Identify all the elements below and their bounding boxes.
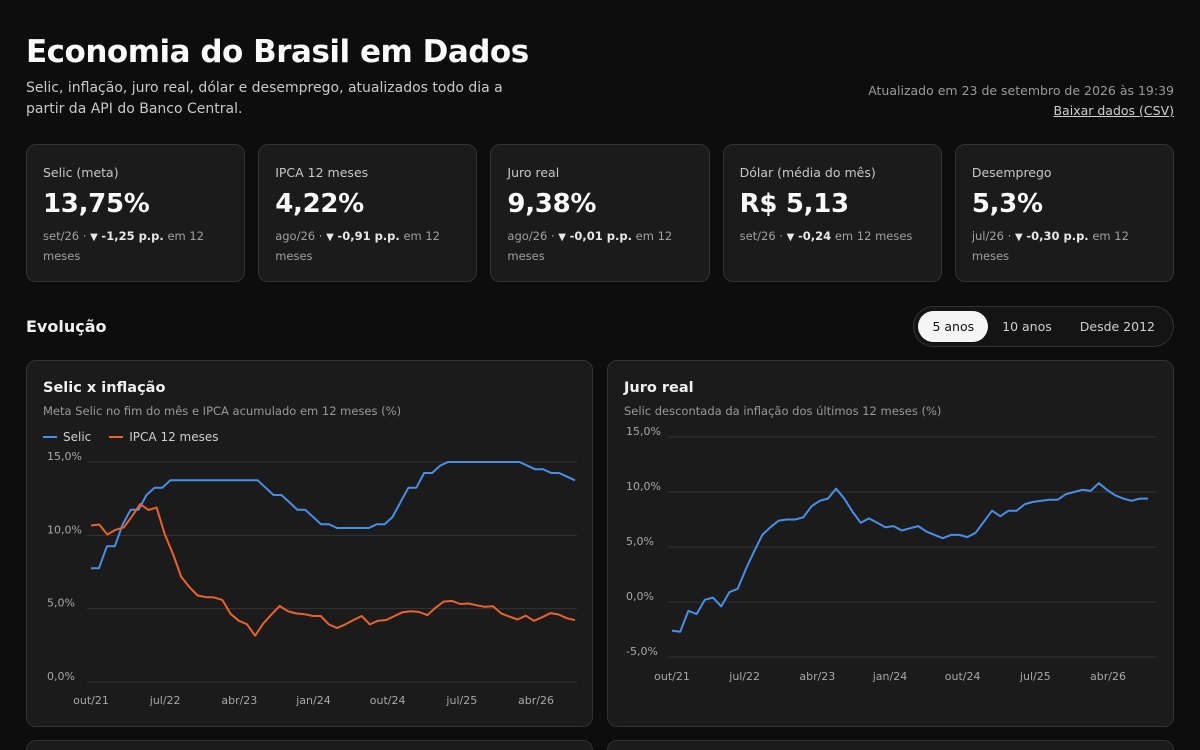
kpi-delta-value: -0,91 p.p. [337,229,400,243]
x-tick-label: abr/26 [1090,670,1126,683]
chart-panel-juro-real: 15,0% 10,0% 5,0% 0,0% -5,0% out/21 jul/22 abr/2… [607,360,1174,727]
kpi-value: 4,22% [275,189,364,219]
kpi-delta: ago/26 · ▼ -0,91 p.p. em 12 meses [275,227,460,266]
kpi-delta-value: -0,01 p.p. [569,229,632,243]
down-arrow-icon: ▼ [1014,232,1023,243]
kpi-card-selic: Selic (meta) 13,75% set/26 · ▼ -1,25 p.p… [26,144,246,282]
down-arrow-icon: ▼ [558,232,566,243]
kpi-delta-suffix: em 12 meses [507,229,673,263]
chart-title: Juro real [624,380,694,396]
legend-swatch [109,436,124,438]
legend-item-ipca[interactable]: IPCA 12 meses [109,430,219,444]
y-tick-label: 15,0% [47,450,82,463]
kpi-label: IPCA 12 meses [275,165,369,180]
kpi-delta: ago/26 · ▼ -0,01 p.p. em 12 meses [507,227,692,266]
juro-real-chart: 15,0% 10,0% 5,0% 0,0% -5,0% out/21 jul/22 abr/2… [626,425,1157,683]
kpi-delta-suffix: em 12 meses [971,229,1129,263]
download-csv-link[interactable]: Baixar dados (CSV) [1053,103,1174,118]
kpi-delta-suffix: em 12 meses [834,229,913,243]
x-tick-label: jul/22 [149,694,181,707]
chart-subtitle: Meta Selic no fim do mês e IPCA acumulad… [43,404,402,418]
kpi-value: 13,75% [43,189,150,219]
legend-swatch [43,436,57,438]
kpi-delta: set/26 · ▼ -0,24 em 12 meses [740,227,925,247]
range-selector: 5 anos 10 anos Desde 2012 [913,306,1174,347]
x-tick-label: abr/26 [518,694,554,707]
kpi-delta-value: -0,24 [798,229,832,243]
y-tick-label: 10,0% [626,480,661,493]
kpi-label: Selic (meta) [43,165,119,180]
series-line [671,482,1148,633]
kpi-card-dolar: Dólar (média do mês) R$ 5,13 set/26 · ▼ … [722,144,942,282]
range-5-anos-button[interactable]: 5 anos [918,311,989,342]
chart-title: Selic x inflação [43,380,166,396]
kpi-delta-value: -1,25 p.p. [101,229,164,243]
legend-label: Selic [63,430,92,444]
y-tick-label: -5,0% [626,645,658,658]
kpi-value: R$ 5,13 [739,189,850,219]
legend-item-selic[interactable]: Selic [43,430,91,444]
kpi-delta-suffix: em 12 meses [275,229,441,263]
kpi-card-desemprego: Desemprego 5,3% jul/26 · ▼ -0,30 p.p. em… [954,144,1175,282]
kpi-label: Desemprego [971,165,1052,180]
y-tick-label: 15,0% [626,425,661,438]
updated-timestamp: Atualizado em 23 de setembro de 2026 às … [868,83,1174,98]
kpi-card-ipca: IPCA 12 meses 4,22% ago/26 · ▼ -0,91 p.p… [258,144,478,282]
x-tick-label: abr/23 [799,670,835,683]
kpi-delta: set/26 · ▼ -1,25 p.p. em 12 meses [43,227,228,266]
kpi-value: 9,38% [507,189,597,219]
kpi-label: Dólar (média do mês) [739,165,876,180]
kpi-period: jul/26 · [971,229,1012,243]
evolution-title: Evolução [26,317,107,336]
page-title: Economia do Brasil em Dados [26,34,529,70]
down-arrow-icon: ▼ [786,232,795,243]
y-tick-label: 10,0% [47,523,82,536]
kpi-cards: Selic (meta) 13,75% set/26 · ▼ -1,25 p.p… [26,144,1175,282]
selic-inflacao-chart: 15,0% 10,0% 5,0% 0,0% out/21 jul/22 abr/23 jan/… [47,450,577,707]
y-tick-label: 0,0% [626,590,654,603]
x-tick-label: jan/24 [872,670,907,683]
down-arrow-icon: ▼ [90,232,98,243]
legend-label: IPCA 12 meses [129,430,219,444]
kpi-delta: jul/26 · ▼ -0,30 p.p. em 12 meses [972,227,1157,266]
x-tick-label: jan/24 [295,694,330,707]
range-10-anos-button[interactable]: 10 anos [1002,319,1052,334]
chart-panel-next-right [607,740,1174,750]
x-tick-label: jul/25 [445,694,477,707]
kpi-delta-value: -0,30 p.p. [1026,229,1089,243]
chart-panel-next-left [26,740,593,750]
y-tick-label: 5,0% [626,535,654,548]
page-subtitle: Selic, inflação, juro real, dólar e dese… [26,80,503,117]
series-line [91,461,576,570]
y-tick-label: 0,0% [47,670,75,683]
range-desde-2012-button[interactable]: Desde 2012 [1079,319,1155,334]
chart-subtitle: Selic descontada da inflação dos últimos… [624,404,942,418]
chart-legend: Selic IPCA 12 meses [43,430,219,444]
kpi-period: set/26 · [739,229,784,243]
kpi-value: 5,3% [971,189,1043,219]
kpi-delta-suffix: em 12 meses [43,229,205,263]
x-tick-label: jul/22 [728,670,760,683]
y-tick-label: 5,0% [47,597,75,610]
series-line [90,503,576,637]
x-tick-label: out/21 [73,694,109,707]
chart-panel-selic-inflacao: 15,0% 10,0% 5,0% 0,0% out/21 jul/22 abr/23 jan/… [26,360,593,727]
x-tick-label: jul/25 [1019,670,1051,683]
kpi-period: ago/26 · [507,229,555,243]
x-tick-label: out/21 [654,670,690,683]
x-tick-label: abr/23 [221,694,257,707]
kpi-label: Juro real [507,165,560,180]
x-tick-label: out/24 [370,694,406,707]
kpi-card-juro-real: Juro real 9,38% ago/26 · ▼ -0,01 p.p. em… [490,144,710,282]
kpi-period: set/26 · [43,229,87,243]
down-arrow-icon: ▼ [326,232,334,243]
kpi-period: ago/26 · [275,229,323,243]
x-tick-label: out/24 [945,670,981,683]
